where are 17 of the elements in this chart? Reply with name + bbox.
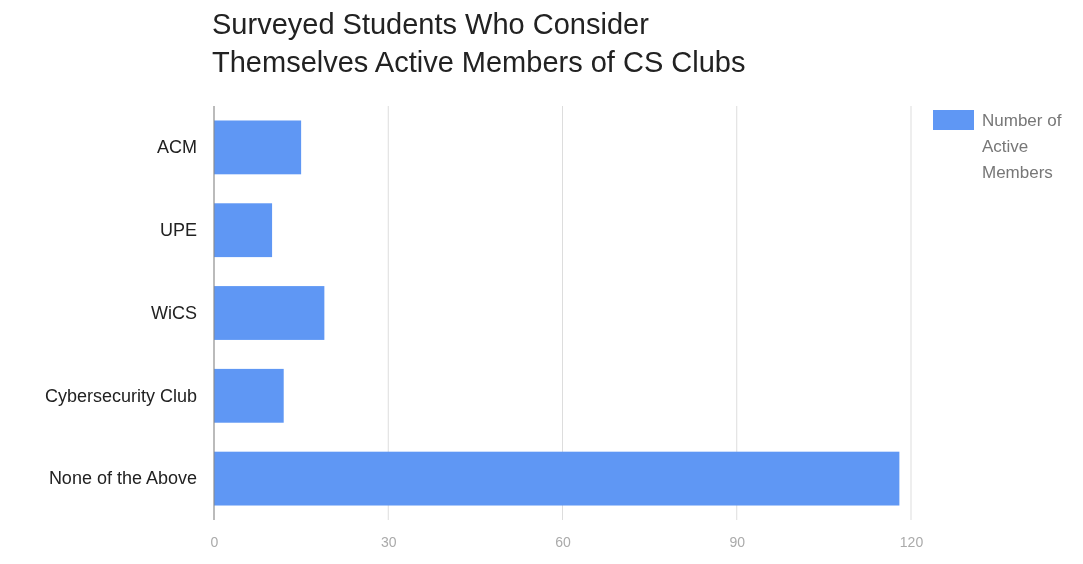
x-tick-label: 90 — [729, 533, 746, 550]
x-tick-label: 60 — [555, 533, 571, 550]
bar — [214, 368, 284, 423]
x-tick-label: 30 — [380, 533, 397, 550]
y-tick-label: None of the Above — [48, 468, 197, 489]
chart-title: Surveyed Students Who Consider Themselves Active Members of CS Clubs — [212, 8, 746, 78]
bar — [214, 451, 900, 506]
y-tick-label: WiCS — [151, 302, 197, 323]
bar — [214, 120, 302, 175]
bar — [214, 203, 273, 258]
legend-label: Number of Active Members — [982, 111, 1062, 182]
y-tick-label: UPE — [159, 219, 197, 240]
bar — [214, 286, 325, 340]
y-tick-label: Cybersecurity Club — [44, 385, 197, 406]
x-tick-label: 120 — [899, 533, 924, 550]
y-tick-label: ACM — [157, 137, 197, 158]
x-tick-label: 0 — [210, 533, 219, 550]
